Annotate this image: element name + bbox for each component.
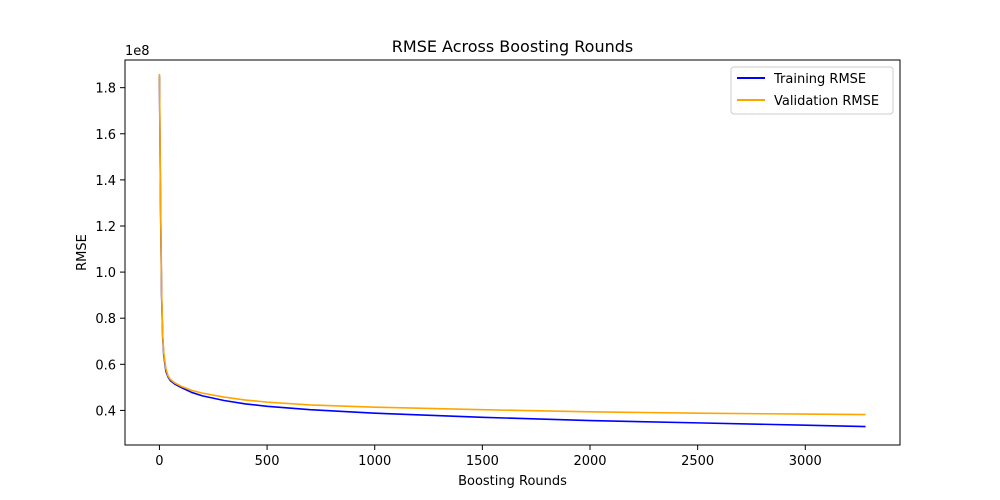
x-tick-label: 2000 (573, 454, 606, 469)
series-line-validation (158, 73, 866, 416)
x-axis-label: Boosting Rounds (458, 474, 567, 489)
x-tick-label: 500 (255, 454, 280, 469)
legend-frame (730, 66, 894, 115)
y-tick-label: 1.6 (95, 128, 116, 143)
legend: Training RMSE Validation RMSE (730, 66, 894, 115)
y-axis-ticks: 0.4 0.6 0.8 1.0 1.2 1.4 1.6 1.8 (95, 82, 125, 419)
y-axis-label: RMSE (75, 234, 90, 271)
x-tick-label: 1000 (358, 454, 391, 469)
plot-frame (124, 59, 901, 446)
y-axis-offset-label: 1e8 (125, 44, 150, 59)
y-tick-label: 1.8 (95, 82, 116, 97)
y-tick-label: 0.8 (95, 312, 116, 327)
x-tick-label: 0 (155, 454, 163, 469)
chart-title: RMSE Across Boosting Rounds (392, 37, 633, 56)
legend-label-training: Training RMSE (773, 72, 866, 87)
y-tick-label: 1.0 (95, 266, 116, 281)
y-tick-label: 1.2 (95, 220, 116, 235)
plot-area (125, 60, 900, 445)
x-axis-ticks: 0 500 1000 1500 2000 2500 3000 (155, 445, 822, 469)
y-tick-label: 0.4 (95, 404, 116, 419)
legend-label-validation: Validation RMSE (774, 94, 879, 109)
x-tick-label: 3000 (789, 454, 822, 469)
y-tick-label: 1.4 (95, 174, 116, 189)
x-tick-label: 1500 (466, 454, 499, 469)
x-tick-label: 2500 (681, 454, 714, 469)
series-layer (158, 73, 866, 428)
y-tick-label: 0.6 (95, 358, 116, 373)
